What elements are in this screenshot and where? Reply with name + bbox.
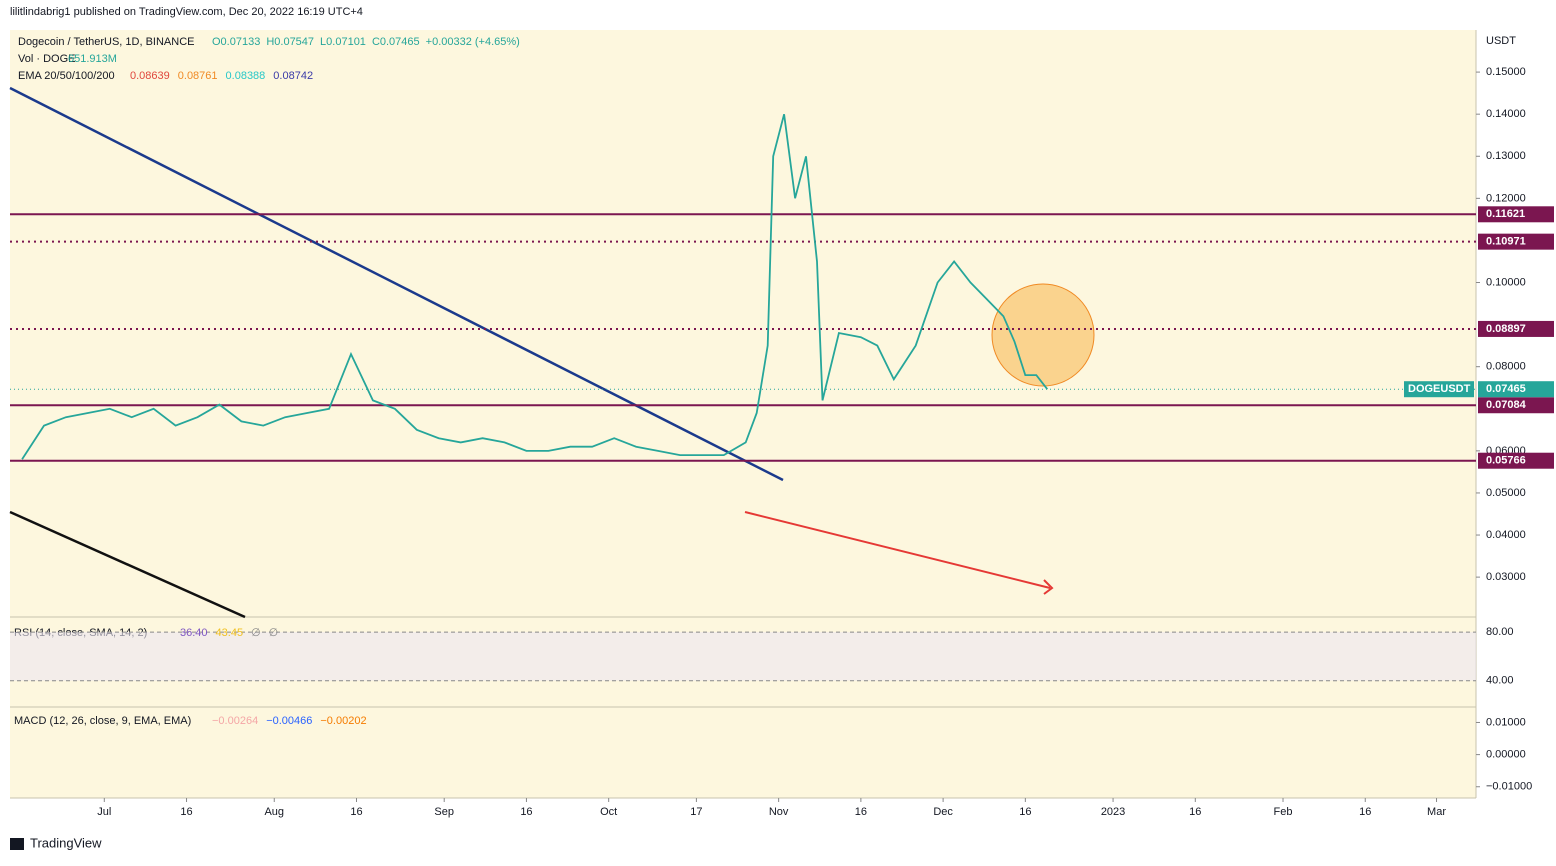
- ohlc-value: +0.00332 (+4.65%): [426, 36, 520, 48]
- macd-value: −0.00202: [320, 715, 366, 727]
- trend-line: [9, 86, 784, 482]
- ohlc-value: O0.07133: [212, 36, 260, 48]
- trend-line: [9, 510, 246, 619]
- unit: USDT: [1486, 35, 1516, 47]
- symbol-tag: [1404, 381, 1474, 398]
- symbol-label: DOGEUSDT: [1408, 383, 1471, 395]
- ohlc-value: H0.07547: [266, 36, 314, 48]
- x-tick-label: Dec: [933, 806, 953, 818]
- last-price-label: 0.07465: [1486, 383, 1526, 395]
- rsi-value: ∅: [251, 627, 261, 639]
- rsi-value: 43.45: [216, 627, 244, 639]
- x-tick-label: 2023: [1101, 806, 1125, 818]
- macd-value: −0.00264: [212, 715, 258, 727]
- arrow-head: [1043, 579, 1054, 595]
- x-tick-label: Jul: [97, 806, 111, 818]
- x-tick-label: 16: [180, 806, 192, 818]
- rsi-value: ∅: [269, 627, 279, 639]
- macd-tick-label: 0.01000: [1486, 716, 1526, 728]
- ohlc-value: L0.07101: [320, 36, 366, 48]
- level-tag: [1478, 320, 1554, 337]
- y-tick-label: 0.08000: [1486, 361, 1526, 373]
- y-tick-label: 0.05000: [1486, 487, 1526, 499]
- y-tick-label: 0.10000: [1486, 276, 1526, 288]
- level-tag: [1478, 397, 1554, 414]
- level-label: 0.10971: [1486, 236, 1526, 248]
- volume-label: Vol · DOGE: [18, 53, 75, 65]
- ema-value: 0.08388: [226, 70, 266, 82]
- level-label: 0.08897: [1486, 323, 1526, 335]
- rsi-tick-label: 40.00: [1486, 675, 1514, 687]
- rsi-tick-label: 80.00: [1486, 626, 1514, 638]
- macd-tick-label: 0.00000: [1486, 749, 1526, 761]
- level-label: 0.11621: [1486, 208, 1525, 220]
- x-tick-label: Aug: [264, 806, 284, 818]
- ema-label: EMA 20/50/100/200: [18, 70, 115, 82]
- x-tick-label: 16: [520, 806, 532, 818]
- y-tick-label: 0.03000: [1486, 571, 1526, 583]
- ema-value: 0.08742: [273, 70, 313, 82]
- x-tick-label: Feb: [1274, 806, 1293, 818]
- x-tick-label: 17: [690, 806, 702, 818]
- price-line: [21, 113, 1049, 460]
- macd-value: −0.00466: [266, 715, 312, 727]
- x-tick-label: 16: [1189, 806, 1201, 818]
- rsi-band: [10, 632, 1476, 681]
- ema-value: 0.08761: [178, 70, 218, 82]
- volume-value: 651.913M: [68, 53, 117, 65]
- last-price-tag: [1478, 381, 1554, 398]
- brand: TradingView: [30, 835, 102, 850]
- plot-background: [10, 30, 1476, 798]
- level-tag: [1478, 452, 1554, 469]
- y-tick-label: 0.15000: [1486, 66, 1526, 78]
- title: Dogecoin / TetherUS, 1D, BINANCE: [18, 36, 194, 48]
- x-tick-label: Oct: [600, 806, 617, 818]
- level-tag: [1478, 206, 1554, 223]
- x-tick-label: Sep: [434, 806, 454, 818]
- y-tick-label: 0.04000: [1486, 529, 1526, 541]
- x-tick-label: 16: [1359, 806, 1371, 818]
- y-tick-label: 0.13000: [1486, 150, 1526, 162]
- level-label: 0.05766: [1486, 455, 1526, 467]
- x-tick-label: Mar: [1427, 806, 1446, 818]
- volume-trend-arrow: [744, 511, 1051, 589]
- highlight-circle: [991, 283, 1095, 387]
- ohlc-value: C0.07465: [372, 36, 420, 48]
- published: lilitlindabrig1 published on TradingView…: [10, 6, 363, 18]
- x-tick-label: 16: [350, 806, 362, 818]
- level-label: 0.07084: [1486, 399, 1527, 411]
- macd-tick-label: −0.01000: [1486, 781, 1532, 793]
- ema-value: 0.08639: [130, 70, 170, 82]
- x-tick-label: Nov: [769, 806, 789, 818]
- x-tick-label: 16: [1019, 806, 1031, 818]
- y-tick-label: 0.14000: [1486, 108, 1526, 120]
- brand-logo: [10, 838, 24, 850]
- y-tick-label: 0.12000: [1486, 192, 1526, 204]
- macd-label: MACD (12, 26, close, 9, EMA, EMA): [14, 715, 191, 727]
- x-tick-label: 16: [855, 806, 867, 818]
- level-tag: [1478, 233, 1554, 250]
- rsi-value: 36.40: [180, 627, 208, 639]
